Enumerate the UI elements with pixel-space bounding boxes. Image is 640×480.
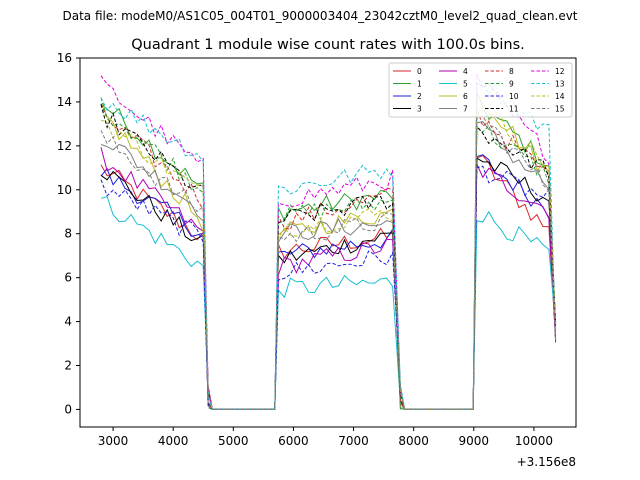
y-tick-label: 16 [57,51,72,65]
x-tick-label: 8000 [398,434,429,448]
x-tick-label: 9000 [459,434,490,448]
legend-label: 11 [509,105,519,114]
legend-label: 3 [417,105,422,114]
legend-label: 9 [509,80,514,89]
series-line-8 [100,103,557,410]
y-tick-label: 0 [64,402,72,416]
y-tick-label: 8 [64,227,72,241]
y-axis: 0 2 4 6 8 10 12 14 16 [57,51,80,416]
legend-label: 4 [463,67,468,76]
y-tick-label: 14 [57,95,72,109]
legend-label: 12 [555,67,565,76]
plot-area [79,57,577,428]
series-line-3 [100,157,557,410]
legend-label: 1 [417,80,422,89]
legend-label: 6 [463,92,468,101]
x-tick-label: 5000 [218,434,249,448]
legend-label: 5 [463,80,468,89]
legend-label: 15 [555,105,565,114]
x-tick-label: 4000 [158,434,189,448]
legend-label: 7 [463,105,468,114]
legend-box [388,62,573,118]
series-line-9 [100,97,557,410]
series-line-14 [100,107,557,410]
legend-label: 0 [417,67,422,76]
legend-label: 2 [417,92,422,101]
x-tick-label: 7000 [338,434,369,448]
series-line-5 [100,195,557,410]
x-tick-label: 10000 [515,434,553,448]
x-tick-label: 6000 [278,434,309,448]
y-tick-label: 6 [64,271,72,285]
chart-title: Quadrant 1 module wise count rates with … [131,37,525,53]
series-line-15 [100,115,557,410]
series-line-11 [100,104,557,410]
legend-label: 13 [555,80,565,89]
x-axis-offset-label: +3.156e8 [517,455,576,469]
series-line-7 [100,121,557,410]
series-line-0 [100,154,557,410]
series-line-10 [100,165,557,410]
series-line-1 [100,91,557,410]
x-tick-label: 3000 [98,434,129,448]
y-tick-label: 4 [64,315,72,329]
y-tick-label: 10 [57,183,72,197]
y-tick-label: 2 [64,359,72,373]
legend-label: 10 [509,92,519,101]
legend-label: 8 [509,67,514,76]
series-line-4 [100,147,557,410]
series-lines [100,73,557,410]
figure-suptitle: Data file: modeM0/AS1C05_004T01_90000034… [62,9,577,23]
y-tick-label: 12 [57,139,72,153]
legend-label: 14 [555,92,565,101]
x-axis: 3000 4000 5000 6000 7000 8000 9000 10000 [98,427,553,448]
